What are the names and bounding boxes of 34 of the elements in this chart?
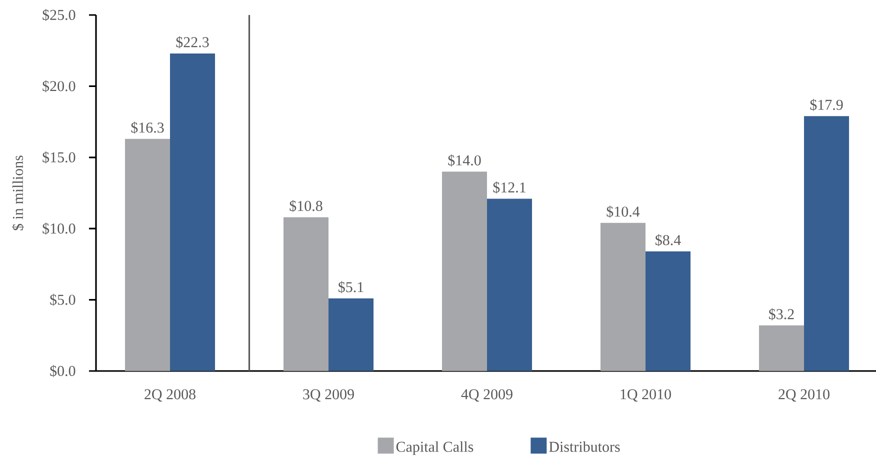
legend-label: Distributors [549,441,620,452]
x-tick-label: 1Q 2010 [620,389,671,402]
data-label: $14.0 [448,154,481,166]
data-label: $10.8 [290,200,322,212]
bar [758,325,804,371]
data-label: $17.9 [810,98,843,111]
data-label: $10.4 [606,206,640,218]
bar [487,198,532,371]
bar [442,172,488,371]
y-tick-label: $25.0 [42,8,76,21]
y-tick-label: $10.0 [42,222,76,235]
y-tick-label: $15.0 [42,151,76,164]
bar [600,222,646,371]
data-label: $16.3 [131,122,164,134]
bar [804,116,850,371]
data-label: $3.2 [769,308,794,320]
y-tick-label: $0.0 [50,365,76,377]
x-tick-label: 2Q 2008 [144,389,196,402]
y-axis-title: $ in millions [12,156,24,230]
x-tick-label: 4Q 2009 [461,389,512,402]
bar [170,53,216,371]
bar [646,251,691,371]
data-label: $12.1 [493,181,526,194]
bar [283,217,329,371]
bar [328,298,374,371]
legend-label: Capital Calls [396,441,474,455]
x-tick-label: 2Q 2010 [778,389,830,402]
x-tick-label: 3Q 2009 [303,389,354,402]
data-label: $5.1 [338,281,364,294]
data-label: $8.4 [656,234,681,246]
y-tick-label: $5.0 [50,294,76,306]
y-tick-label: $20.0 [42,80,76,92]
bar [124,138,170,371]
data-label: $22.3 [176,36,209,48]
